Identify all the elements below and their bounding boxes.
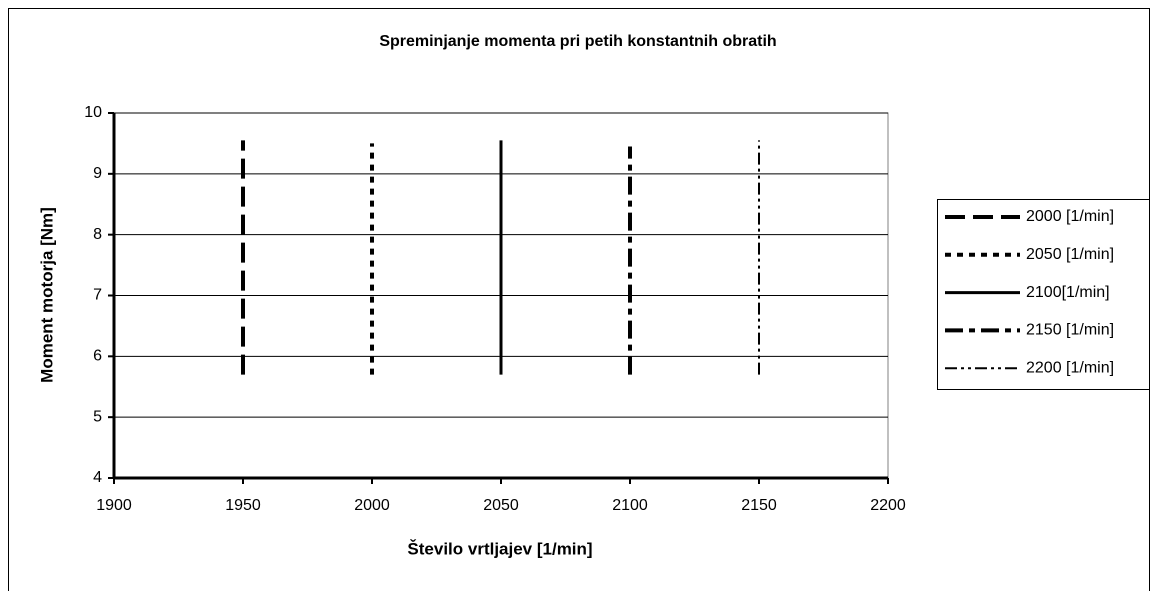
y-tick-label: 6 [93,348,102,365]
y-tick-label: 5 [93,408,102,425]
y-tick-label: 10 [84,104,102,121]
legend-label: 2050 [1/min] [1026,246,1114,263]
y-tick-label: 7 [93,287,102,304]
x-tick-label: 1900 [96,497,132,514]
y-tick-label: 9 [93,165,102,182]
x-tick-label: 1950 [225,497,261,514]
legend-label: 2150 [1/min] [1026,322,1114,339]
x-tick-label: 2100 [612,497,648,514]
y-tick-label: 4 [93,469,102,486]
y-tick-label: 8 [93,226,102,243]
x-tick-label: 2050 [483,497,519,514]
legend-label: 2100[1/min] [1026,284,1110,301]
x-tick-label: 2200 [870,497,906,514]
chart-title: Spreminjanje momenta pri petih konstantn… [379,33,776,50]
x-tick-label: 2000 [354,497,390,514]
y-axis-label: Moment motorja [Nm] [37,207,56,383]
x-axis-label: Število vrtljajev [1/min] [407,539,592,558]
legend-label: 2000 [1/min] [1026,208,1114,225]
legend [937,199,1150,390]
x-tick-label: 2150 [741,497,777,514]
legend-label: 2200 [1/min] [1026,359,1114,376]
